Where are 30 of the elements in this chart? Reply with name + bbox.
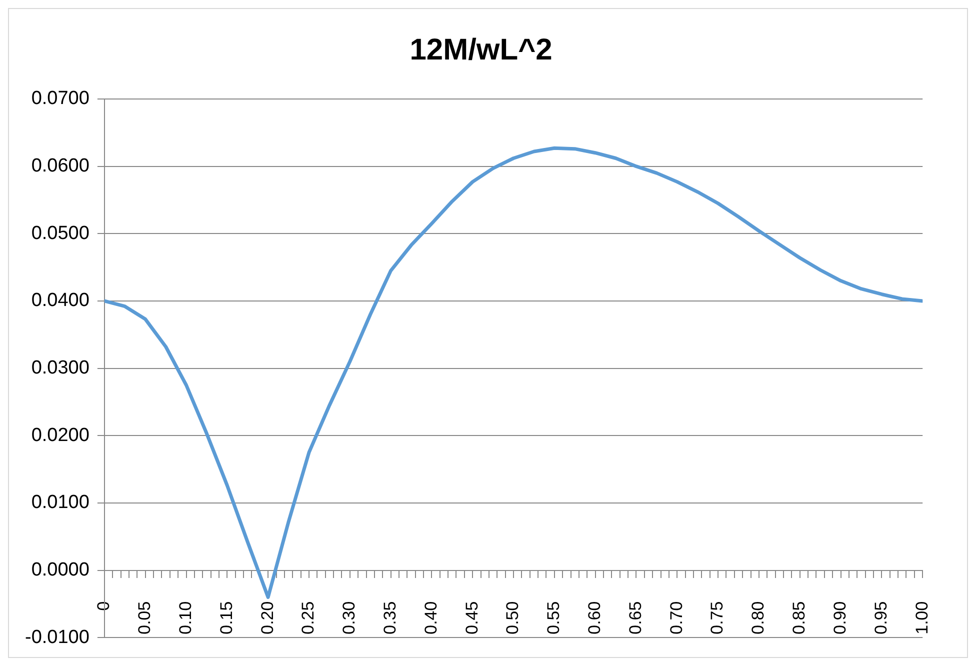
y-tick-label: -0.0100 [24,626,90,648]
x-tick-label: 0.85 [790,601,809,634]
x-tick-label: 0.65 [626,601,645,634]
x-tick-label: 0.80 [748,601,768,634]
x-tick-label: 0.20 [258,601,277,634]
x-tick-label: 0.75 [708,601,727,634]
x-tick-label: 0.45 [462,601,482,634]
y-tick-label: 0.0100 [31,492,90,514]
x-tick-label: 0.15 [216,601,236,634]
y-tick-label: 0.0600 [31,156,90,177]
x-tick-label: 0.70 [666,601,686,634]
y-tick-label: 0.0300 [31,358,90,379]
x-tick-label: 0.35 [380,601,400,634]
chart-title: 12M/wL^2 [410,33,552,66]
y-tick-label: 0.0200 [31,424,90,446]
x-tick-label: 1.00 [912,601,932,634]
x-tick-label: 0.55 [544,601,564,634]
y-tick-label: 0.0400 [31,290,90,312]
x-tick-label: 0.50 [503,601,522,634]
x-tick-label: 0.10 [176,601,195,634]
y-tick-label: 0.0500 [31,222,90,244]
x-tick-label: 0.30 [340,601,359,634]
y-tick-label: 0.0000 [31,560,90,581]
x-tick-label: 0.60 [585,601,604,634]
x-tick-label: 0.25 [298,601,318,634]
x-tick-label: 0.95 [871,601,890,634]
x-tick-label: 0.05 [135,601,154,634]
x-tick-label: 0.40 [421,601,440,634]
y-tick-label: 0.0700 [31,88,90,110]
x-tick-label: 0.90 [830,601,850,634]
